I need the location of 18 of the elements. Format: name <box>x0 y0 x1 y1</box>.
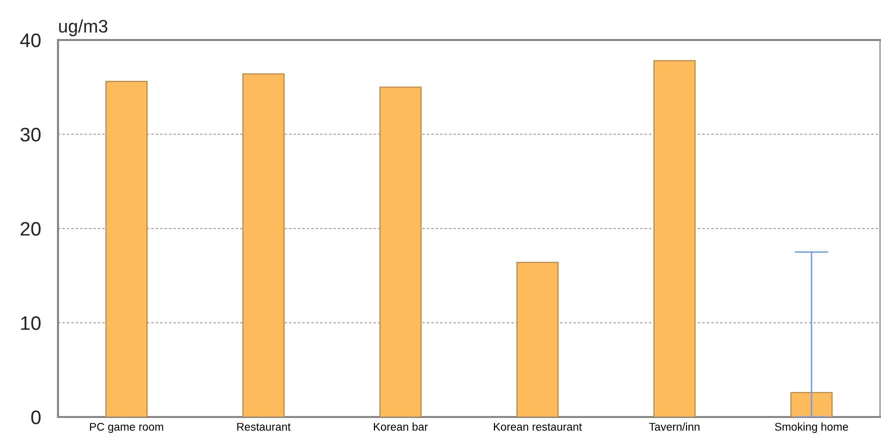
bar <box>516 262 559 417</box>
x-tick-label: Korean restaurant <box>494 422 582 431</box>
bar <box>105 80 148 417</box>
x-tick-label: Smoking home <box>774 422 848 433</box>
y-tick-label: 30 <box>20 128 41 142</box>
y-tick-label: 40 <box>20 33 41 48</box>
bar <box>653 60 696 417</box>
x-tick-label: Korean bar <box>374 422 428 431</box>
bar <box>790 392 833 417</box>
y-tick-label: 0 <box>31 410 41 424</box>
bar <box>379 86 422 417</box>
bar <box>242 73 285 417</box>
y-axis-title: ug/m3 <box>59 19 108 36</box>
y-tick-label: 20 <box>20 222 41 236</box>
x-tick-label: Restaurant <box>237 422 291 431</box>
x-tick-label: Tavern/inn <box>649 422 700 431</box>
y-tick-label: 10 <box>21 316 41 330</box>
x-tick-label: PC game room <box>90 422 164 433</box>
